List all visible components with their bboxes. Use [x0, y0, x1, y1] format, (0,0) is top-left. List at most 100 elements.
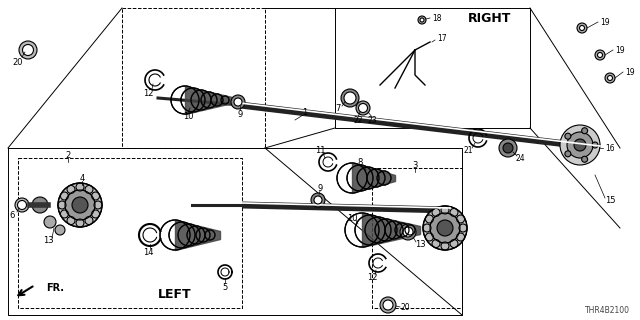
Circle shape	[356, 101, 370, 115]
Circle shape	[311, 193, 325, 207]
Text: 8: 8	[357, 157, 363, 166]
Circle shape	[418, 16, 426, 24]
Circle shape	[341, 89, 359, 107]
Circle shape	[574, 139, 586, 151]
Circle shape	[22, 44, 33, 55]
Text: 11: 11	[315, 146, 325, 155]
Text: 13: 13	[43, 236, 53, 244]
Circle shape	[19, 41, 37, 59]
Text: 6: 6	[10, 211, 15, 220]
Circle shape	[441, 206, 449, 214]
Circle shape	[400, 224, 416, 240]
Circle shape	[76, 219, 84, 227]
Circle shape	[437, 220, 453, 236]
Circle shape	[92, 192, 100, 200]
Circle shape	[560, 125, 600, 165]
Circle shape	[565, 151, 571, 157]
Text: 3: 3	[412, 161, 418, 170]
Circle shape	[456, 215, 465, 223]
Circle shape	[234, 98, 242, 106]
Circle shape	[450, 208, 458, 216]
Text: 10: 10	[183, 111, 193, 121]
Text: 7: 7	[335, 103, 340, 113]
Circle shape	[426, 233, 433, 241]
Circle shape	[432, 208, 440, 216]
Circle shape	[423, 206, 467, 250]
Text: 2: 2	[65, 150, 70, 159]
Text: RIGHT: RIGHT	[468, 12, 512, 25]
Circle shape	[65, 190, 95, 220]
Circle shape	[579, 26, 584, 30]
Text: 13: 13	[415, 239, 426, 249]
Text: 16: 16	[605, 143, 614, 153]
Circle shape	[314, 196, 322, 204]
Circle shape	[441, 242, 449, 250]
Circle shape	[67, 217, 75, 225]
Circle shape	[499, 139, 517, 157]
Circle shape	[456, 233, 465, 241]
Circle shape	[358, 103, 367, 113]
Text: THR4B2100: THR4B2100	[585, 306, 630, 315]
Circle shape	[85, 185, 93, 193]
Circle shape	[60, 210, 68, 218]
Circle shape	[403, 227, 413, 237]
Circle shape	[32, 197, 48, 213]
Circle shape	[344, 92, 356, 104]
Circle shape	[430, 213, 460, 243]
Circle shape	[567, 132, 593, 158]
Circle shape	[577, 23, 587, 33]
Circle shape	[607, 76, 612, 81]
Circle shape	[380, 297, 396, 313]
Text: 20: 20	[13, 58, 23, 67]
Text: 21: 21	[463, 146, 473, 155]
Circle shape	[231, 95, 245, 109]
Circle shape	[15, 198, 29, 212]
Text: 22: 22	[353, 116, 363, 124]
Circle shape	[58, 201, 66, 209]
Text: 17: 17	[437, 34, 447, 43]
Circle shape	[17, 201, 26, 210]
Circle shape	[450, 240, 458, 248]
Text: 20: 20	[400, 303, 410, 313]
Text: FR.: FR.	[46, 283, 64, 293]
Text: 19: 19	[600, 18, 610, 27]
Circle shape	[85, 217, 93, 225]
Circle shape	[383, 300, 393, 310]
Circle shape	[598, 52, 602, 58]
Text: 5: 5	[222, 283, 228, 292]
Circle shape	[423, 224, 431, 232]
Text: 9: 9	[317, 183, 323, 193]
Circle shape	[58, 183, 102, 227]
Circle shape	[72, 197, 88, 213]
Text: 24: 24	[515, 154, 525, 163]
Circle shape	[592, 142, 598, 148]
Text: 9: 9	[237, 109, 243, 118]
Circle shape	[55, 225, 65, 235]
Circle shape	[76, 183, 84, 191]
Text: 10: 10	[347, 213, 357, 222]
Circle shape	[605, 73, 615, 83]
Text: 19: 19	[615, 45, 625, 54]
Circle shape	[92, 210, 100, 218]
Circle shape	[565, 133, 571, 139]
Circle shape	[503, 143, 513, 153]
Text: 12: 12	[367, 274, 377, 283]
Text: 19: 19	[625, 68, 635, 76]
Text: 23: 23	[367, 116, 377, 124]
Text: 15: 15	[605, 196, 615, 204]
Circle shape	[426, 215, 433, 223]
Circle shape	[60, 192, 68, 200]
Text: LEFT: LEFT	[158, 289, 192, 301]
Circle shape	[420, 18, 424, 22]
Text: 18: 18	[432, 13, 442, 22]
Circle shape	[44, 216, 56, 228]
Text: 12: 12	[143, 89, 153, 98]
Circle shape	[459, 224, 467, 232]
Circle shape	[582, 156, 588, 162]
Circle shape	[94, 201, 102, 209]
Circle shape	[432, 240, 440, 248]
Circle shape	[67, 185, 75, 193]
Text: 14: 14	[143, 247, 153, 257]
Text: 1: 1	[302, 108, 308, 116]
Text: 4: 4	[79, 173, 84, 182]
